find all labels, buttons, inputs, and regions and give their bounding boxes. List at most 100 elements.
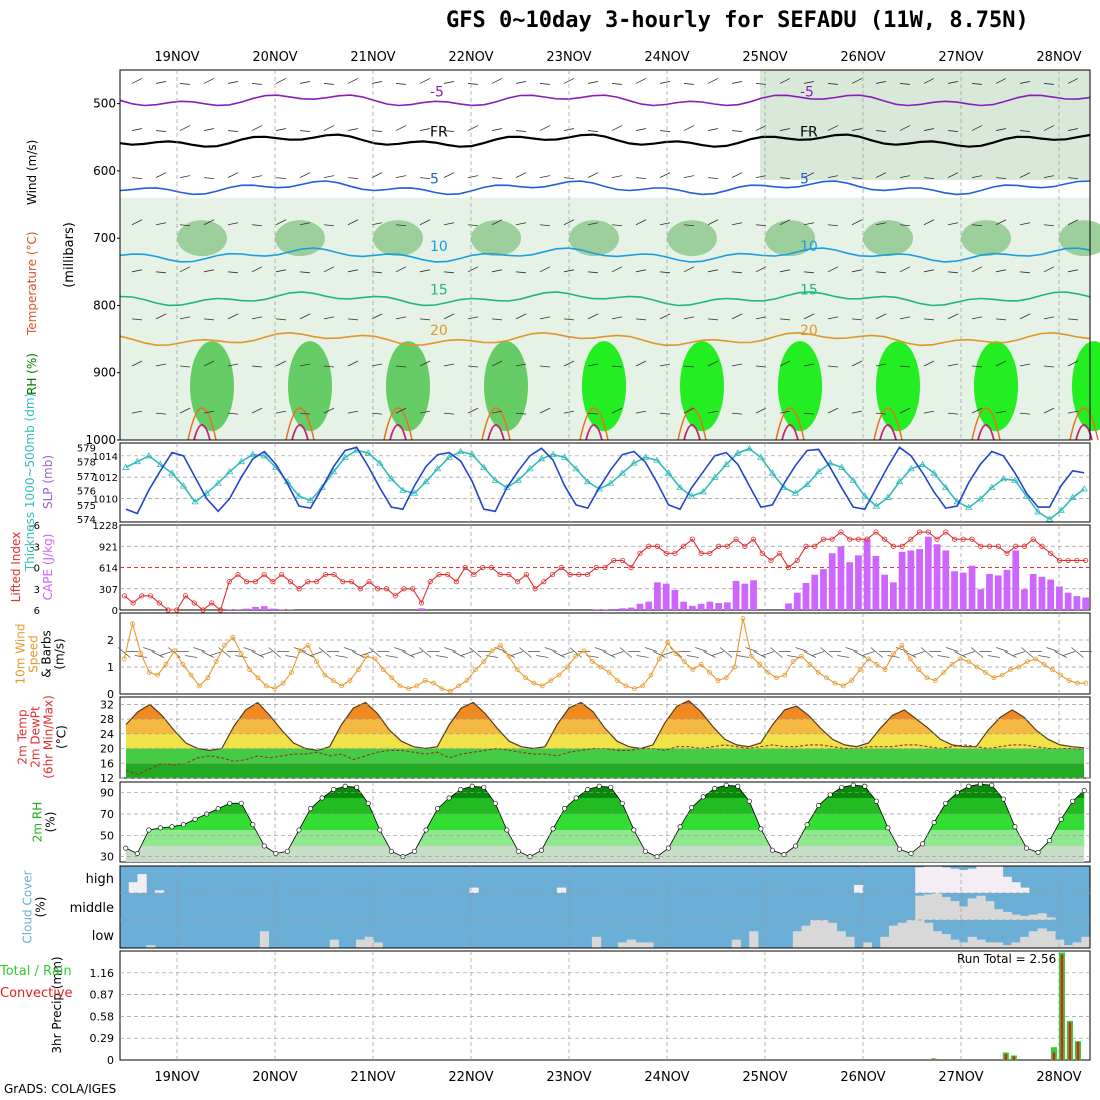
wind-barb (443, 363, 455, 367)
wind-barb (179, 365, 191, 368)
wind-barb-10m (251, 651, 265, 658)
wind-barb (731, 412, 743, 415)
wind-barb (587, 172, 599, 178)
wind-speed-point (456, 683, 462, 689)
wind-barb-10m (970, 647, 984, 658)
isotherm-label: FR (430, 125, 448, 141)
wind-speed-point (748, 653, 754, 659)
wind-barb-10m (862, 651, 875, 656)
thickness-ylabel: Thickness 1000~500mb (dm) (23, 393, 37, 572)
wind-speed-point (406, 686, 411, 691)
wind-barb (803, 363, 815, 367)
cloud-cell-low (1063, 945, 1074, 948)
wind-speed-point (673, 651, 679, 656)
day-label-bottom: 27NOV (938, 1070, 983, 1085)
li-point (934, 536, 940, 542)
wind-speed-point (297, 648, 303, 654)
hot-contour (1075, 423, 1093, 441)
wind-barb (371, 412, 383, 415)
isotherm-line (119, 133, 1091, 148)
rh-point (573, 795, 579, 801)
wind-speed-point (431, 680, 436, 686)
li-point (174, 607, 180, 613)
wind-barb (347, 78, 359, 84)
wind-barb (395, 224, 407, 227)
wind-barb (803, 222, 815, 226)
cape-bar (828, 553, 836, 610)
day-label-bottom: 24NOV (644, 1070, 689, 1085)
rh-point (896, 846, 902, 852)
wind-barb (443, 222, 455, 226)
wind-barb-10m (853, 651, 867, 658)
li-point (637, 550, 643, 556)
wind-barb-10m (544, 647, 557, 652)
li-point (873, 529, 879, 535)
thickness-tick-label: 579 (77, 443, 96, 454)
wind-barb (371, 313, 383, 320)
thickness-point (237, 457, 245, 465)
wind-barb-10m (795, 647, 808, 652)
wind-barb-10m (410, 651, 423, 656)
wind-barb (1043, 224, 1055, 227)
cloud-cell-low (845, 936, 855, 948)
wind-speed-point (556, 672, 562, 678)
isotherm-line (119, 331, 1091, 347)
wind-speed-point (514, 667, 520, 673)
thickness-point (988, 483, 996, 490)
wind-barb-10m (736, 655, 750, 658)
wind-speed-point (765, 670, 771, 675)
rh-blob (876, 341, 920, 432)
wind-barb (611, 224, 623, 227)
wind-barb (251, 224, 263, 227)
wind-barb (131, 177, 143, 180)
wind-speed-point (397, 683, 403, 689)
wind-barb (179, 224, 191, 227)
wind-speed-point (314, 659, 319, 664)
cloud-cell-high (950, 868, 960, 893)
wind-speed-point (581, 648, 587, 654)
wind-barb-10m (761, 651, 775, 656)
cape-bar (636, 603, 644, 610)
isotherm-label: 10 (800, 239, 818, 255)
li-point (1021, 543, 1028, 549)
cape-bar (968, 565, 976, 610)
wind-barb (779, 360, 791, 367)
isotherm-label: 15 (800, 283, 818, 299)
wind-barb (659, 222, 671, 226)
li-point (1004, 550, 1010, 556)
rh-band (125, 798, 1085, 814)
temp-tick-label: 16 (100, 757, 114, 770)
wind-barb (539, 83, 551, 85)
cloud-cell-middle (950, 901, 960, 920)
rh-point (134, 850, 140, 856)
wind-speed-point (1066, 678, 1072, 683)
li-point (217, 607, 224, 613)
warm-contour (971, 407, 1001, 441)
wind-barb (563, 318, 575, 321)
wind-barb (203, 318, 215, 321)
cape-ylabel-line: CAPE (J/kg) (41, 534, 55, 601)
cloud-cell-low (329, 939, 339, 948)
li-point (549, 571, 556, 578)
wind-barb-10m (235, 655, 248, 658)
rh-blob (863, 220, 913, 257)
legend-total-rain: Total / Rain (0, 964, 72, 979)
li-point (121, 593, 127, 599)
rh-point (873, 798, 879, 804)
wind-barb (1019, 313, 1031, 320)
wind-barb (995, 128, 1007, 131)
cloud-cell-low (1011, 942, 1021, 948)
li-point (829, 536, 835, 542)
cape-bar (916, 549, 923, 610)
rh-point (642, 848, 648, 854)
wind-barb (563, 219, 575, 226)
cape-bar (260, 606, 268, 610)
rh-blob (373, 220, 423, 257)
wind-barb (1043, 316, 1055, 320)
temp-tick-label: 24 (100, 728, 114, 741)
cape-bar (732, 580, 740, 610)
thickness-point (329, 467, 338, 475)
wind-barb-10m (360, 651, 373, 656)
rh-point (550, 826, 556, 832)
rh-point (181, 822, 187, 828)
